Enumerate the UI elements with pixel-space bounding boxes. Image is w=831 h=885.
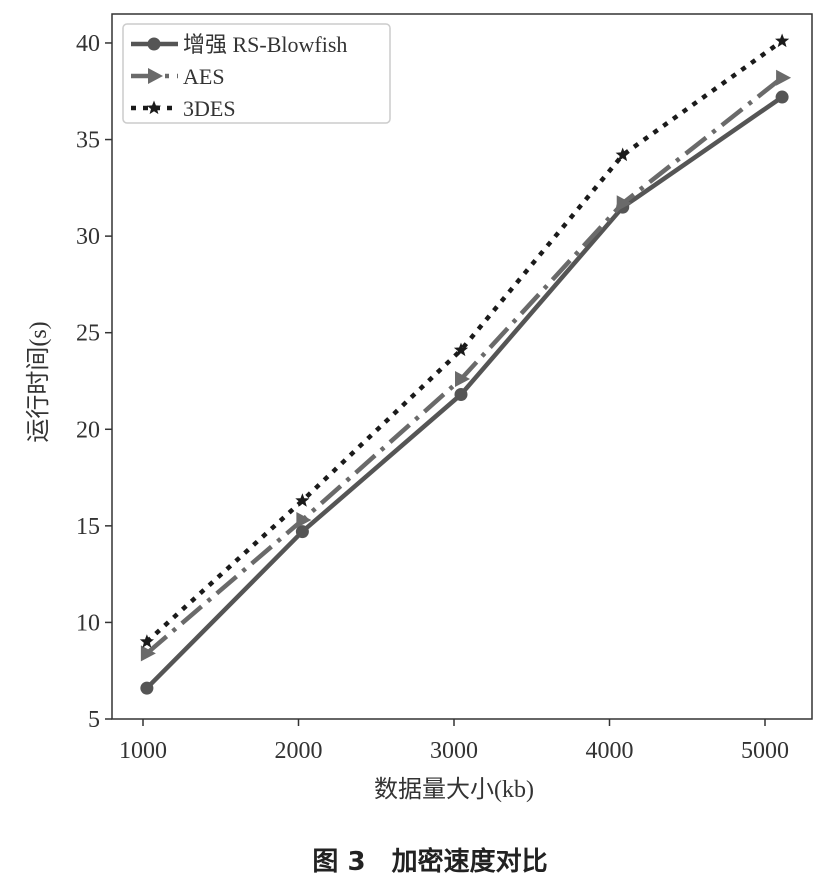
figure-caption: 图 3 加密速度对比 <box>312 846 547 877</box>
legend-swatch-marker <box>146 100 162 115</box>
x-axis: 1000 2000 3000 4000 5000 <box>119 719 789 764</box>
legend-label: AES <box>183 64 225 89</box>
data-point <box>295 525 309 539</box>
x-tick-label: 5000 <box>741 738 789 764</box>
data-point <box>140 645 156 662</box>
data-point <box>454 371 470 388</box>
x-tick-label: 1000 <box>119 738 167 764</box>
y-axis: 5 10 15 20 25 30 35 40 <box>76 31 112 733</box>
y-tick-label: 40 <box>76 31 100 57</box>
series-增强 RS-Blowfish <box>140 90 789 695</box>
x-tick-label: 4000 <box>586 738 634 764</box>
series-3DES <box>139 33 790 648</box>
data-point <box>776 69 792 86</box>
legend-swatch-marker <box>147 37 161 51</box>
legend-swatch-marker <box>148 68 163 84</box>
y-axis-title: 运行时间(s) <box>25 321 52 442</box>
y-tick-label: 25 <box>76 321 100 347</box>
y-tick-label: 35 <box>76 128 100 154</box>
data-point <box>139 634 154 648</box>
data-point <box>454 388 468 402</box>
data-point <box>615 147 630 162</box>
series-line <box>145 39 784 644</box>
series-AES <box>140 69 792 662</box>
y-tick-label: 5 <box>88 707 100 733</box>
y-tick-label: 30 <box>76 224 100 250</box>
data-point <box>140 681 154 695</box>
y-tick-label: 20 <box>76 417 100 443</box>
data-point <box>296 512 312 529</box>
data-point <box>295 493 310 507</box>
plot-frame <box>111 13 813 720</box>
data-point <box>616 195 632 212</box>
data-point <box>775 90 789 104</box>
legend-label: 3DES <box>183 96 236 121</box>
y-tick-label: 10 <box>76 610 100 636</box>
x-tick-label: 2000 <box>275 738 323 764</box>
legend: 增强 RS-Blowfish AES 3DES <box>122 23 391 124</box>
data-point <box>453 342 469 357</box>
legend-label: 增强 RS-Blowfish <box>183 32 347 57</box>
legend-box <box>122 23 391 124</box>
series-layer <box>139 33 792 695</box>
y-tick-label: 15 <box>76 514 100 540</box>
x-axis-title: 数据量大小(kb) <box>374 776 534 803</box>
x-tick-label: 3000 <box>430 738 478 764</box>
data-point <box>775 33 790 48</box>
